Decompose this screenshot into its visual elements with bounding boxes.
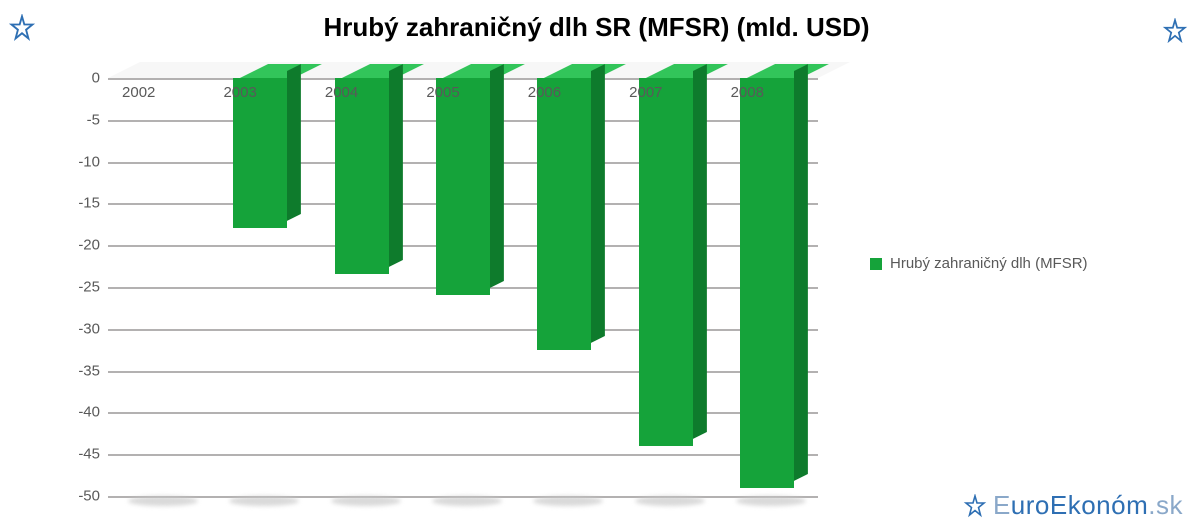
bar-shadow <box>432 496 502 506</box>
x-axis-label: 2007 <box>629 84 662 101</box>
watermark: EuroEkonóm.sk <box>963 490 1183 521</box>
star-icon <box>1162 18 1188 44</box>
grid-line <box>108 412 818 414</box>
y-axis-tick: -25 <box>60 279 100 296</box>
watermark-text: EuroEkonóm.sk <box>993 490 1183 521</box>
x-axis-label: 2006 <box>528 84 561 101</box>
bar <box>335 78 389 274</box>
bar-shadow <box>128 496 198 506</box>
x-axis-label: 2004 <box>325 84 358 101</box>
grid-line <box>108 454 818 456</box>
star-icon <box>963 494 987 518</box>
legend: Hrubý zahraničný dlh (MFSR) <box>870 255 1088 272</box>
y-axis-tick: -5 <box>60 111 100 128</box>
bar-shadow <box>229 496 299 506</box>
star-icon <box>8 14 36 42</box>
y-axis-tick: -50 <box>60 488 100 505</box>
y-axis-tick: -30 <box>60 320 100 337</box>
bar <box>537 78 591 350</box>
bar-shadow <box>736 496 806 506</box>
y-axis-tick: -15 <box>60 195 100 212</box>
x-axis-label: 2008 <box>731 84 764 101</box>
y-axis-tick: -20 <box>60 237 100 254</box>
bar-shadow <box>533 496 603 506</box>
y-axis-tick: -35 <box>60 362 100 379</box>
y-axis-tick: -10 <box>60 153 100 170</box>
legend-swatch <box>870 258 882 270</box>
bar-shadow <box>331 496 401 506</box>
y-axis-tick: -45 <box>60 446 100 463</box>
y-axis-tick: -40 <box>60 404 100 421</box>
x-axis-label: 2005 <box>426 84 459 101</box>
bar <box>740 78 794 488</box>
grid-line <box>108 371 818 373</box>
y-axis-tick: 0 <box>60 70 100 87</box>
grid-line <box>108 329 818 331</box>
bar <box>436 78 490 295</box>
chart-plot-area: 0-5-10-15-20-25-30-35-40-45-502002200320… <box>108 78 818 496</box>
bar <box>639 78 693 446</box>
chart-title: Hrubý zahraničný dlh SR (MFSR) (mld. USD… <box>0 12 1193 43</box>
legend-label: Hrubý zahraničný dlh (MFSR) <box>890 255 1088 272</box>
x-axis-label: 2003 <box>223 84 256 101</box>
x-axis-label: 2002 <box>122 84 155 101</box>
bar-shadow <box>635 496 705 506</box>
